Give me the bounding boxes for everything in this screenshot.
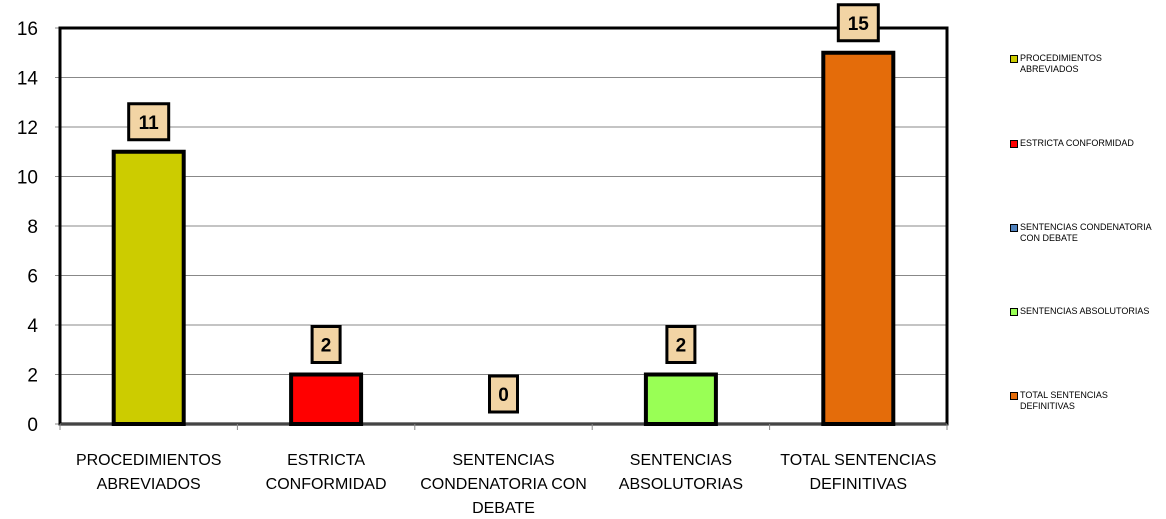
bar [111,149,186,426]
bar [821,50,896,426]
legend-label: SENTENCIAS ABSOLUTORIAS [1020,306,1149,317]
y-tick-label: 6 [27,267,38,288]
legend-swatch [1010,224,1018,232]
x-category-label: TOTAL SENTENCIAS [780,452,936,469]
y-tick-label: 14 [17,69,39,90]
legend-label-line: TOTAL SENTENCIAS [1020,390,1108,400]
legend-item: ESTRICTA CONFORMIDAD [1010,138,1160,149]
bar [289,372,364,426]
legend-label-line: SENTENCIAS CONDENATORIA [1020,222,1152,232]
data-label: 2 [676,336,687,357]
legend-label: ESTRICTA CONFORMIDAD [1020,138,1134,149]
grid-lines [60,77,947,375]
y-tick-label: 10 [17,168,38,189]
axes [55,26,949,430]
y-tick-label: 4 [27,316,38,337]
legend: PROCEDIMIENTOS ABREVIADOS ESTRICTA CONFORM… [1010,0,1166,519]
legend-label-line: DEFINITIVAS [1020,401,1075,411]
legend-swatch [1010,140,1018,148]
legend-swatch [1010,308,1018,316]
data-label-box [488,374,519,414]
data-label-box [665,325,697,364]
legend-item: SENTENCIAS CONDENATORIA CON DEBATE [1010,222,1160,244]
bar [643,372,718,426]
legend-label-line: PROCEDIMIENTOS [1020,53,1102,63]
legend-item: SENTENCIAS ABSOLUTORIAS [1010,306,1160,317]
category-labels: PROCEDIMIENTOS ABREVIADOS ESTRICTA CONFORMI… [76,452,936,517]
legend-item: PROCEDIMIENTOS ABREVIADOS [1010,53,1160,75]
x-category-label: ESTRICTA [287,452,365,469]
data-labels: 11 2 0 2 15 [127,3,880,414]
legend-label: TOTAL SENTENCIAS DEFINITIVAS [1020,390,1108,412]
data-label-box [127,102,171,142]
y-tick-label: 8 [27,217,38,238]
x-category-label: CONFORMIDAD [266,476,387,493]
legend-label-line: ESTRICTA CONFORMIDAD [1020,138,1134,148]
tick-labels: 0 2 4 6 8 10 12 14 16 [17,19,39,436]
legend-label-line: ABREVIADOS [1020,64,1079,74]
y-tick-label: 2 [27,366,38,387]
data-label-box [310,325,342,364]
x-category-label: ABSOLUTORIAS [619,476,743,493]
data-label: 15 [848,14,870,35]
x-category-label: CONDENATORIA CON [420,476,587,493]
data-label: 11 [139,113,160,134]
x-category-label: DEFINITIVAS [810,476,908,493]
x-category-label: DEBATE [472,500,535,517]
data-label: 0 [498,385,509,406]
x-category-label: SENTENCIAS [630,452,732,469]
legend-label-line: SENTENCIAS ABSOLUTORIAS [1020,306,1150,316]
legend-swatch [1010,392,1018,400]
bars [111,50,896,426]
y-tick-label: 0 [27,415,38,436]
legend-label: PROCEDIMIENTOS ABREVIADOS [1020,53,1102,75]
x-category-label: ABREVIADOS [97,476,201,493]
y-tick-label: 12 [17,118,38,139]
x-category-label: PROCEDIMIENTOS [76,452,222,469]
legend-label: SENTENCIAS CONDENATORIA CON DEBATE [1020,222,1152,244]
legend-item: TOTAL SENTENCIAS DEFINITIVAS [1010,390,1160,412]
legend-swatch [1010,55,1018,63]
y-tick-label: 16 [17,19,38,40]
x-category-label: SENTENCIAS [452,452,554,469]
data-label: 2 [321,336,332,357]
legend-label-line: CON DEBATE [1020,233,1078,243]
data-label-box [836,3,880,43]
